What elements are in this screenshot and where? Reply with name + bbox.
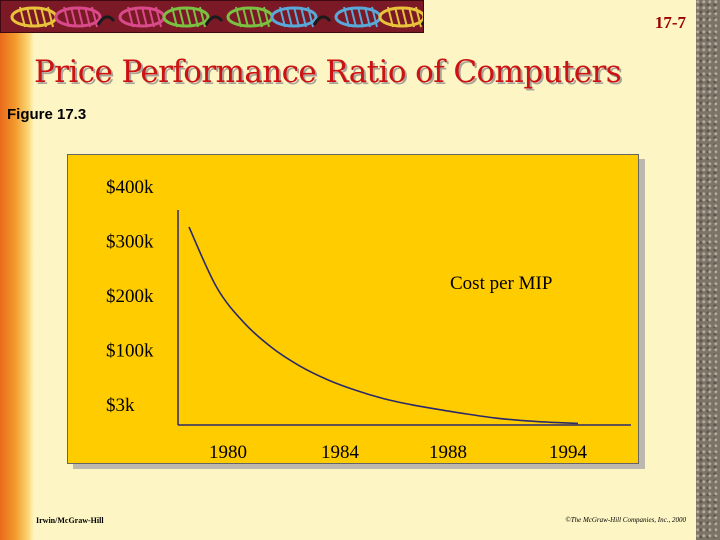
chart-annotation: Cost per MIP [450, 273, 552, 294]
footer-publisher: Irwin/McGraw-Hill [36, 516, 104, 525]
x-tick-label: 1988 [429, 442, 467, 463]
decorative-banner [0, 0, 424, 33]
chart: $400k $300k $200k $100k $3k 1980 1984 1988 1994… [106, 177, 631, 463]
woven-knot-pattern-icon [10, 6, 423, 28]
chart-panel: $400k $300k $200k $100k $3k 1980 1984 1988 1994… [67, 154, 639, 464]
slide-number: 17-7 [654, 13, 686, 32]
footer-copyright: ©The McGraw-Hill Companies, Inc., 2000 [565, 516, 686, 524]
y-tick-label: $300k [106, 232, 154, 253]
x-tick-label: 1984 [321, 442, 360, 463]
cost-per-mip-line [188, 226, 579, 425]
figure-label: Figure 17.3 [7, 106, 87, 123]
x-tick-label: 1980 [209, 442, 247, 463]
left-gradient-stripe [0, 0, 34, 540]
y-tick-label: $200k [106, 286, 154, 307]
y-tick-label: $3k [106, 395, 135, 416]
page-title: Price Performance Ratio of Computers [34, 54, 622, 90]
y-tick-label: $400k [106, 177, 154, 198]
y-tick-label: $100k [106, 341, 154, 362]
right-textured-border [696, 0, 720, 540]
x-tick-label: 1994 [549, 442, 588, 463]
